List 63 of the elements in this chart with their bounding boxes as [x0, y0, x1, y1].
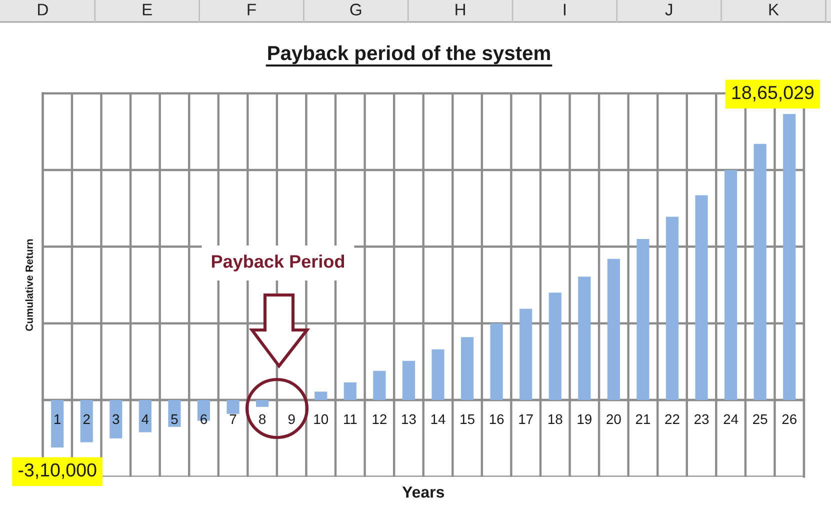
bar [138, 400, 152, 432]
x-tick-label: 22 [665, 414, 680, 424]
x-tick-label: 1 [54, 414, 61, 424]
bar [226, 400, 240, 414]
bar [724, 170, 738, 400]
bar [344, 382, 356, 400]
bar [256, 400, 269, 407]
x-tick-label: 15 [460, 414, 474, 424]
text: H [456, 4, 465, 16]
bar [636, 238, 650, 400]
x-tick-label: 5 [171, 414, 178, 424]
x-tick-label: 16 [490, 414, 504, 424]
bar [548, 292, 562, 400]
text: D [38, 4, 48, 16]
x-tick-label: 9 [288, 414, 295, 424]
bar [783, 114, 796, 400]
bar [666, 216, 679, 400]
x-tick-label: 8 [259, 414, 266, 424]
x-tick-label: 4 [142, 414, 149, 424]
x-tick-label: 11 [344, 414, 357, 424]
text: F [248, 4, 256, 16]
x-tick-label: 12 [372, 414, 386, 424]
x-tick-label: 10 [314, 414, 328, 424]
x-tick-label: 7 [230, 414, 236, 424]
bar [754, 144, 766, 400]
x-tick-label: 14 [431, 414, 446, 424]
x-tick-label: 3 [112, 414, 120, 424]
bar [168, 400, 181, 427]
bar [578, 276, 591, 400]
text: G [350, 4, 362, 16]
bar [695, 195, 708, 400]
bar [490, 323, 503, 400]
x-tick-label: 18 [548, 414, 562, 424]
x-tick-label: 20 [606, 414, 621, 424]
bar [432, 349, 444, 400]
bar [520, 308, 532, 400]
text: K [769, 4, 779, 16]
bar [402, 360, 416, 400]
x-tick-label: 24 [724, 414, 738, 424]
text: J [665, 4, 672, 16]
data-label: -3,10,000 [18, 463, 96, 479]
text: I [564, 4, 566, 16]
x-tick-label: 19 [578, 414, 592, 424]
text: E [142, 4, 152, 16]
y-axis-title: Cumulative Return [25, 239, 33, 331]
annotation: Payback Period [212, 254, 344, 272]
x-tick-label: 23 [694, 414, 709, 424]
bar [460, 337, 474, 400]
x-tick-label: 21 [636, 414, 650, 424]
x-axis-title: Years [402, 486, 444, 498]
bar [373, 370, 386, 400]
x-tick-label: 2 [83, 414, 90, 424]
bar [607, 258, 620, 400]
x-tick-label: 26 [782, 414, 796, 424]
bar [110, 400, 122, 438]
chart-title: Payback period of the system [268, 45, 550, 64]
bar [51, 400, 64, 448]
data-label: 18,65,029 [732, 86, 814, 102]
bar [80, 400, 93, 442]
x-tick-label: 13 [402, 414, 416, 424]
bar [314, 392, 328, 400]
x-tick-label: 25 [753, 414, 768, 424]
x-tick-label: 17 [519, 414, 533, 424]
